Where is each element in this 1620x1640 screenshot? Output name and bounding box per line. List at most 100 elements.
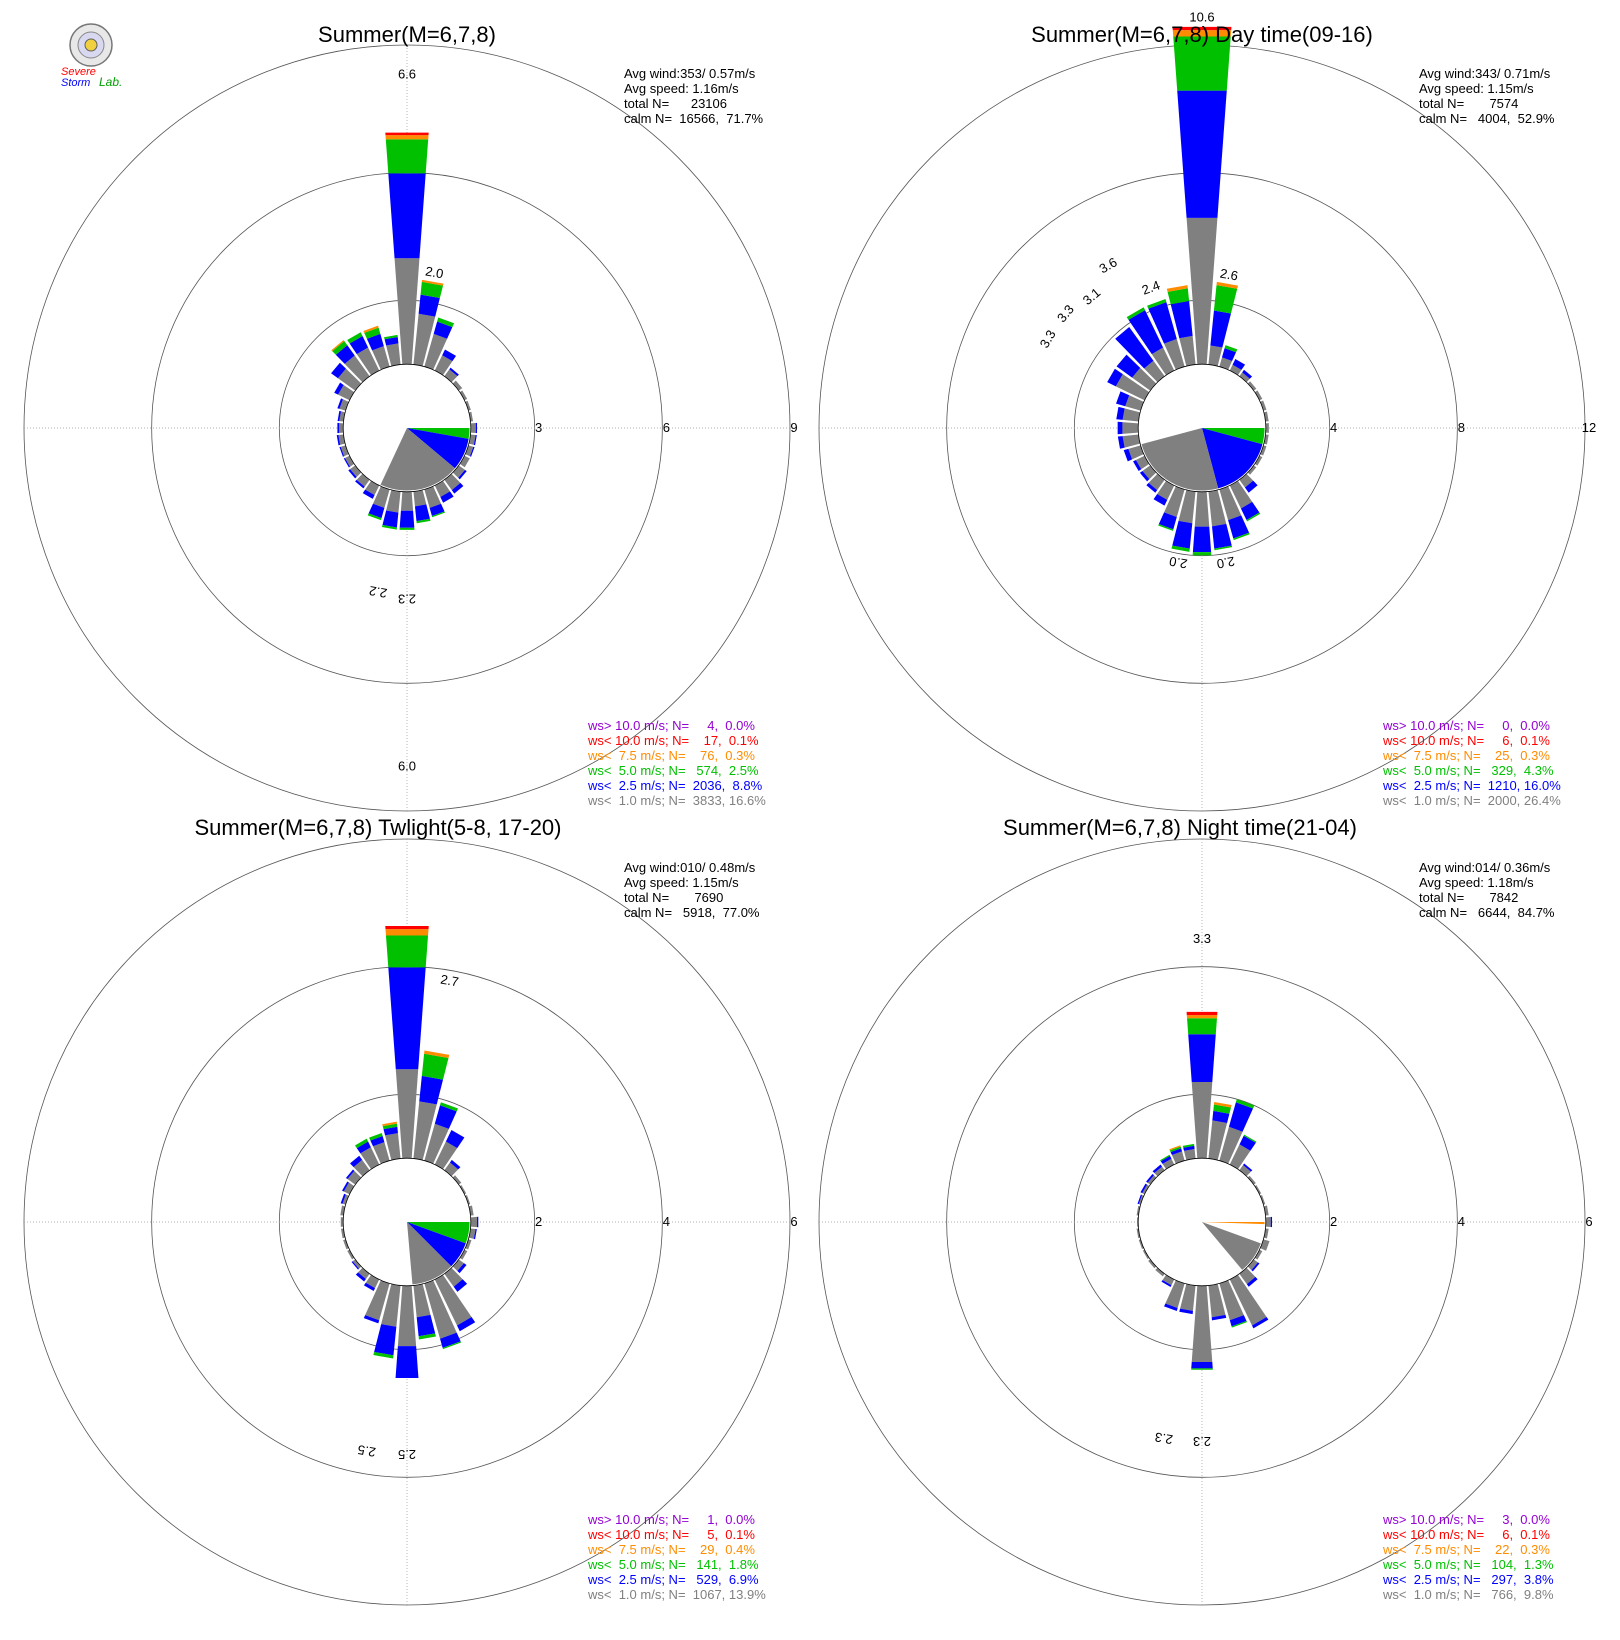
petal-segment <box>365 1280 390 1321</box>
petal-segment <box>421 1053 449 1080</box>
petal-segment <box>351 1261 359 1270</box>
petal-segment <box>413 1101 437 1161</box>
range-ring-label: 2 <box>1330 1214 1337 1229</box>
petal-230 <box>351 1259 362 1270</box>
petal-20 <box>424 1102 459 1164</box>
petal-segment <box>1213 1104 1231 1114</box>
petal-segment <box>1210 310 1231 348</box>
petal-40 <box>1239 1163 1253 1177</box>
petal-segment <box>1244 480 1258 493</box>
petal-180 <box>395 1285 419 1378</box>
petal-segment <box>388 967 426 1070</box>
petal-segment <box>1219 357 1233 370</box>
panel-title: Summer(M=6,7,8) <box>318 22 496 47</box>
legend-entry-lt5: ws< 5.0 m/s; N= 329, 4.3% <box>1382 763 1554 778</box>
petal-segment <box>1164 486 1185 518</box>
legend-entry-lt2_5: ws< 2.5 m/s; N= 529, 6.9% <box>587 1572 759 1587</box>
petal-300 <box>1107 368 1150 401</box>
petal-segment <box>382 1123 398 1130</box>
petal-150 <box>1229 1274 1269 1329</box>
petal-220 <box>1146 473 1165 493</box>
petal-segment <box>1160 1154 1171 1162</box>
petal-segment <box>1158 512 1177 530</box>
petal-220 <box>355 473 370 489</box>
petal-segment <box>373 1351 394 1359</box>
petal-segment <box>1132 367 1157 391</box>
petal-200 <box>363 1280 390 1324</box>
panel-title: Summer(M=6,7,8) Twlight(5-8, 17-20) <box>194 815 561 840</box>
petal-segment <box>1148 1259 1157 1269</box>
petal-segment <box>1214 545 1233 551</box>
petal-segment <box>354 1138 369 1149</box>
petal-value-label: 2.0 <box>424 263 444 281</box>
petal-segment <box>470 422 476 434</box>
petal-250 <box>343 1239 349 1250</box>
petal-190 <box>381 489 401 530</box>
petal-segment <box>449 1159 461 1170</box>
petal-segment <box>1125 395 1144 411</box>
petal-segment <box>424 1050 450 1059</box>
petal-110 <box>465 445 475 457</box>
petal-segment <box>394 258 420 365</box>
petal-segment <box>369 1132 383 1141</box>
petal-segment <box>368 503 385 519</box>
petal-segment <box>1239 372 1250 383</box>
petal-segment <box>440 1102 459 1112</box>
petal-value-label: 2.0 <box>1216 554 1236 572</box>
petal-30 <box>434 349 457 376</box>
petal-segment <box>364 327 381 339</box>
petal-segment <box>1211 523 1232 549</box>
petal-220 <box>355 1267 370 1282</box>
petal-segment <box>1182 1143 1195 1148</box>
petal-segment <box>363 1282 376 1291</box>
petal-segment <box>355 1272 366 1282</box>
petal-segment <box>343 1239 349 1250</box>
stats-line: calm N= 6644, 84.7% <box>1419 905 1555 920</box>
range-ring-label: 8 <box>1458 420 1465 435</box>
petal-segment <box>1188 1034 1216 1082</box>
petal-segment <box>1107 368 1123 387</box>
petal-340 <box>1147 299 1185 370</box>
petal-segment <box>385 135 429 140</box>
petal-140 <box>1239 1267 1258 1287</box>
petal-0 <box>385 925 429 1159</box>
petal-segment <box>452 465 465 478</box>
petal-segment <box>433 321 453 339</box>
petal-190 <box>1179 1283 1196 1315</box>
petal-190 <box>1171 489 1196 552</box>
petal-segment <box>340 1193 346 1204</box>
petal-segment <box>1252 1317 1269 1329</box>
petal-320 <box>350 1155 370 1177</box>
petal-130 <box>1247 465 1257 475</box>
petal-segment <box>385 1133 401 1161</box>
logo-seal-emblem-icon <box>84 38 98 52</box>
petal-290 <box>340 1193 349 1205</box>
petal-segment <box>382 510 399 528</box>
petal-segment <box>440 1332 461 1348</box>
petal-segment <box>1165 1280 1185 1308</box>
petal-segment <box>1194 491 1210 527</box>
petal-120 <box>1254 455 1263 466</box>
petal-segment <box>1270 1216 1273 1228</box>
petal-segment <box>1208 345 1223 367</box>
calm-wedge <box>1202 428 1265 445</box>
petal-segment <box>385 132 429 136</box>
petal-320 <box>1152 1164 1165 1177</box>
petal-segment <box>1192 552 1212 556</box>
petal-segment <box>1169 1146 1182 1153</box>
petal-240 <box>1142 1249 1150 1259</box>
petal-350 <box>384 334 401 367</box>
petal-120 <box>459 1249 468 1260</box>
petal-segment <box>1228 1102 1254 1132</box>
petal-segment <box>421 279 444 286</box>
petal-330 <box>354 1138 380 1170</box>
petal-value-label: 2.3 <box>1154 1429 1174 1447</box>
petal-segment <box>363 325 379 333</box>
petal-segment <box>1254 455 1263 466</box>
calm-wedge <box>1141 428 1219 491</box>
petal-segment <box>334 382 344 395</box>
petal-segment <box>1179 1308 1193 1315</box>
petal-segment <box>1239 1267 1256 1285</box>
stats-line: total N= 7574 <box>1419 96 1518 111</box>
